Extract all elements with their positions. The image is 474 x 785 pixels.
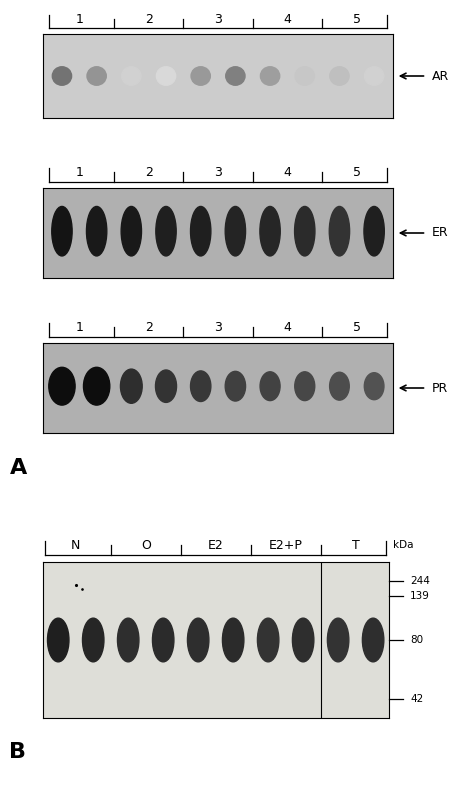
Text: kDa: kDa (393, 539, 414, 550)
Text: 1: 1 (75, 13, 83, 26)
Ellipse shape (257, 618, 279, 662)
Ellipse shape (329, 206, 350, 256)
Text: 244: 244 (410, 575, 430, 586)
Ellipse shape (187, 618, 209, 662)
Ellipse shape (118, 618, 139, 662)
Ellipse shape (120, 369, 142, 403)
Text: 1: 1 (75, 166, 83, 179)
Text: 2: 2 (145, 13, 153, 26)
Ellipse shape (295, 67, 314, 86)
Ellipse shape (294, 206, 315, 256)
Text: 80: 80 (410, 635, 423, 645)
Text: 1: 1 (75, 321, 83, 334)
Text: B: B (9, 742, 27, 762)
Ellipse shape (225, 371, 246, 401)
Text: 5: 5 (353, 166, 361, 179)
Ellipse shape (155, 370, 176, 403)
Ellipse shape (86, 206, 107, 256)
Ellipse shape (260, 206, 280, 256)
Ellipse shape (365, 67, 384, 86)
Ellipse shape (156, 206, 176, 256)
Ellipse shape (364, 206, 384, 256)
Ellipse shape (191, 371, 211, 401)
Ellipse shape (222, 618, 244, 662)
Text: O: O (141, 539, 151, 552)
Ellipse shape (363, 618, 384, 662)
Ellipse shape (52, 67, 72, 86)
Text: T: T (352, 539, 359, 552)
Ellipse shape (47, 618, 69, 662)
Ellipse shape (121, 206, 142, 256)
Ellipse shape (226, 67, 245, 86)
Ellipse shape (329, 372, 349, 400)
Ellipse shape (225, 206, 246, 256)
Text: 5: 5 (353, 321, 361, 334)
Text: 4: 4 (283, 13, 292, 26)
Ellipse shape (82, 618, 104, 662)
Text: PR: PR (432, 382, 448, 395)
Ellipse shape (156, 67, 176, 86)
Text: N: N (71, 539, 81, 552)
Ellipse shape (153, 618, 174, 662)
Ellipse shape (260, 67, 280, 86)
Ellipse shape (122, 67, 141, 86)
Ellipse shape (365, 373, 384, 400)
Ellipse shape (295, 372, 315, 400)
Ellipse shape (49, 367, 75, 405)
Text: 3: 3 (214, 321, 222, 334)
Ellipse shape (52, 206, 72, 256)
Text: 3: 3 (214, 166, 222, 179)
Text: E2+P: E2+P (269, 539, 302, 552)
Text: 4: 4 (283, 321, 292, 334)
Text: 2: 2 (145, 321, 153, 334)
Ellipse shape (191, 206, 211, 256)
Ellipse shape (191, 67, 210, 86)
Ellipse shape (83, 367, 110, 405)
Ellipse shape (330, 67, 349, 86)
Ellipse shape (292, 618, 314, 662)
Ellipse shape (260, 372, 280, 400)
Text: 5: 5 (353, 13, 361, 26)
Text: E2: E2 (208, 539, 224, 552)
Ellipse shape (87, 67, 106, 86)
Text: AR: AR (432, 70, 449, 82)
Text: 2: 2 (145, 166, 153, 179)
Text: 42: 42 (410, 694, 423, 704)
Text: 4: 4 (283, 166, 292, 179)
Text: 3: 3 (214, 13, 222, 26)
Text: A: A (9, 458, 27, 478)
Text: ER: ER (432, 227, 449, 239)
Text: 139: 139 (410, 591, 430, 601)
Ellipse shape (328, 618, 349, 662)
